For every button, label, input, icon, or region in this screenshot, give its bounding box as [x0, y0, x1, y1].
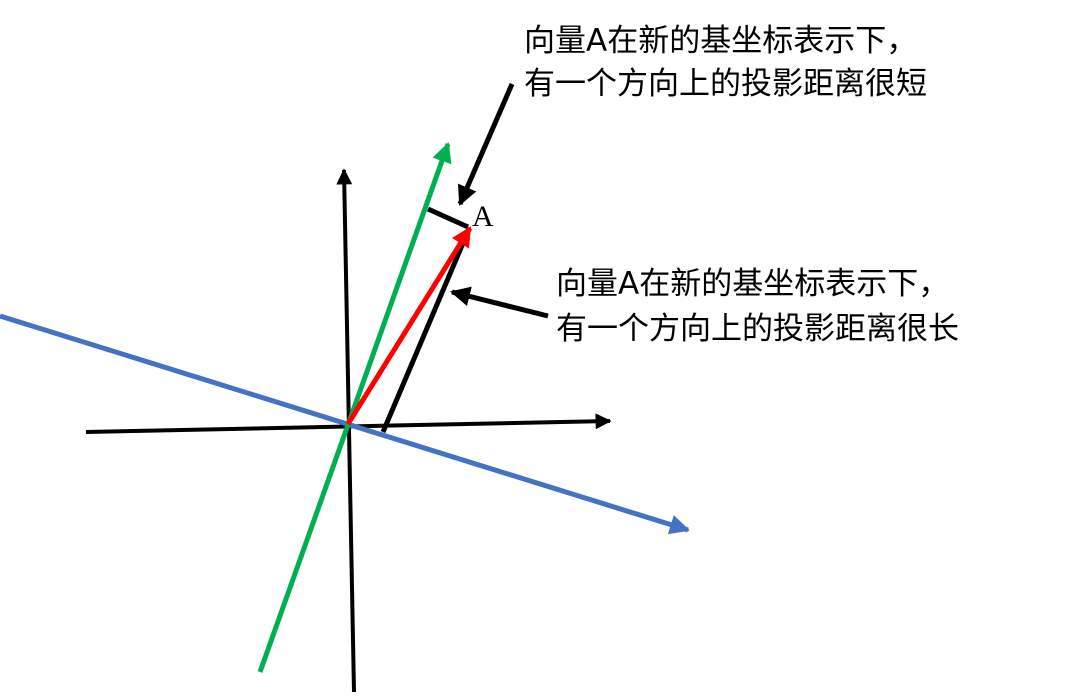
new-basis-blue: [0, 313, 690, 535]
annotation-line: 有一个方向上的投影距离很短: [524, 66, 927, 102]
y-axis: [336, 168, 356, 693]
new-basis-green: [257, 142, 452, 673]
annotation-line: 向量A在新的基坐标表示下，: [556, 266, 949, 302]
point-label: A: [472, 200, 494, 233]
projection-long: [380, 235, 469, 433]
vector-a: [345, 226, 473, 426]
projection-short: [426, 206, 470, 230]
pointer-arrow: [457, 83, 515, 206]
pointer-arrow: [450, 286, 549, 319]
annotation-line: 向量A在新的基坐标表示下，: [524, 23, 917, 59]
annotation-line: 有一个方向上的投影距离很长: [556, 311, 959, 347]
